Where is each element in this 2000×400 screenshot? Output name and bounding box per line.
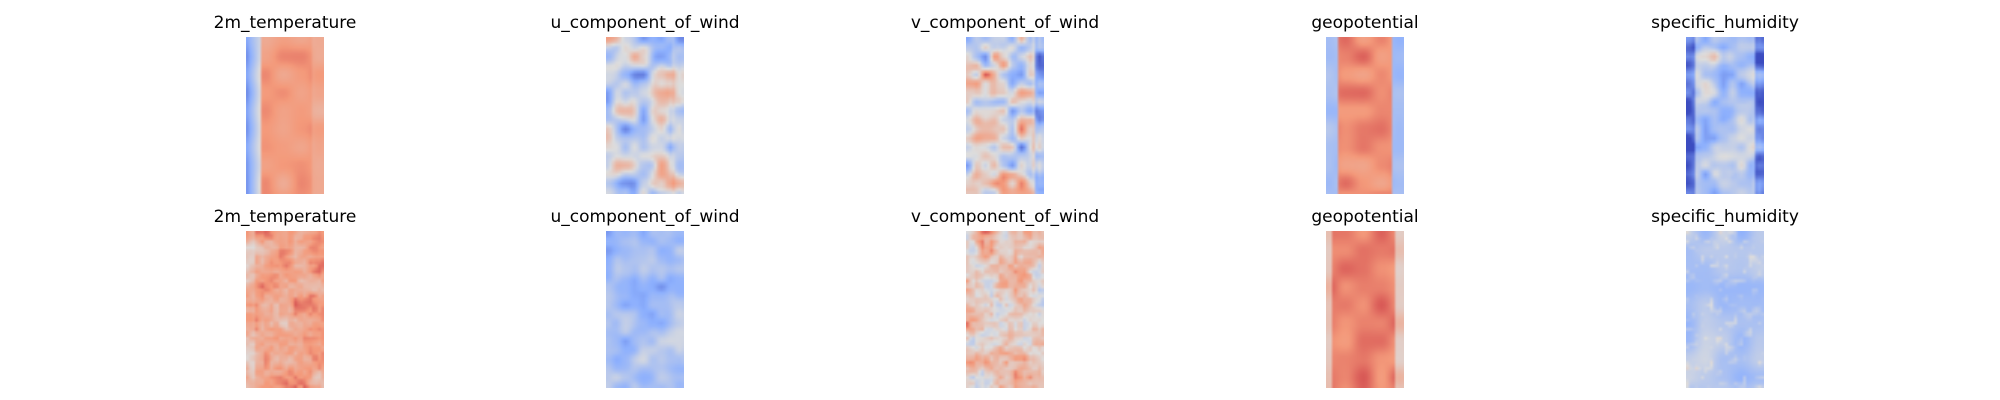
- panel-title: specific_humidity: [1651, 13, 1799, 33]
- heatmap-v: [966, 231, 1044, 388]
- panel-title: geopotential: [1311, 207, 1419, 227]
- heatmap-u: [606, 37, 684, 194]
- panel-title: u_component_of_wind: [550, 207, 740, 227]
- panel-title: geopotential: [1311, 13, 1419, 33]
- panel-title: 2m_temperature: [213, 207, 357, 227]
- heatmap-z: [1326, 231, 1404, 388]
- panel-title: u_component_of_wind: [550, 13, 740, 33]
- panel-title: v_component_of_wind: [910, 13, 1100, 33]
- heatmap-q: [1686, 231, 1764, 388]
- heatmap-q: [1686, 37, 1764, 194]
- panel-title: 2m_temperature: [213, 13, 357, 33]
- panel-title: specific_humidity: [1651, 207, 1799, 227]
- panel-title: v_component_of_wind: [910, 207, 1100, 227]
- heatmap-t2m: [246, 231, 324, 388]
- heatmap-u: [606, 231, 684, 388]
- heatmap-z: [1326, 37, 1404, 194]
- heatmap-t2m: [246, 37, 324, 194]
- heatmap-v: [966, 37, 1044, 194]
